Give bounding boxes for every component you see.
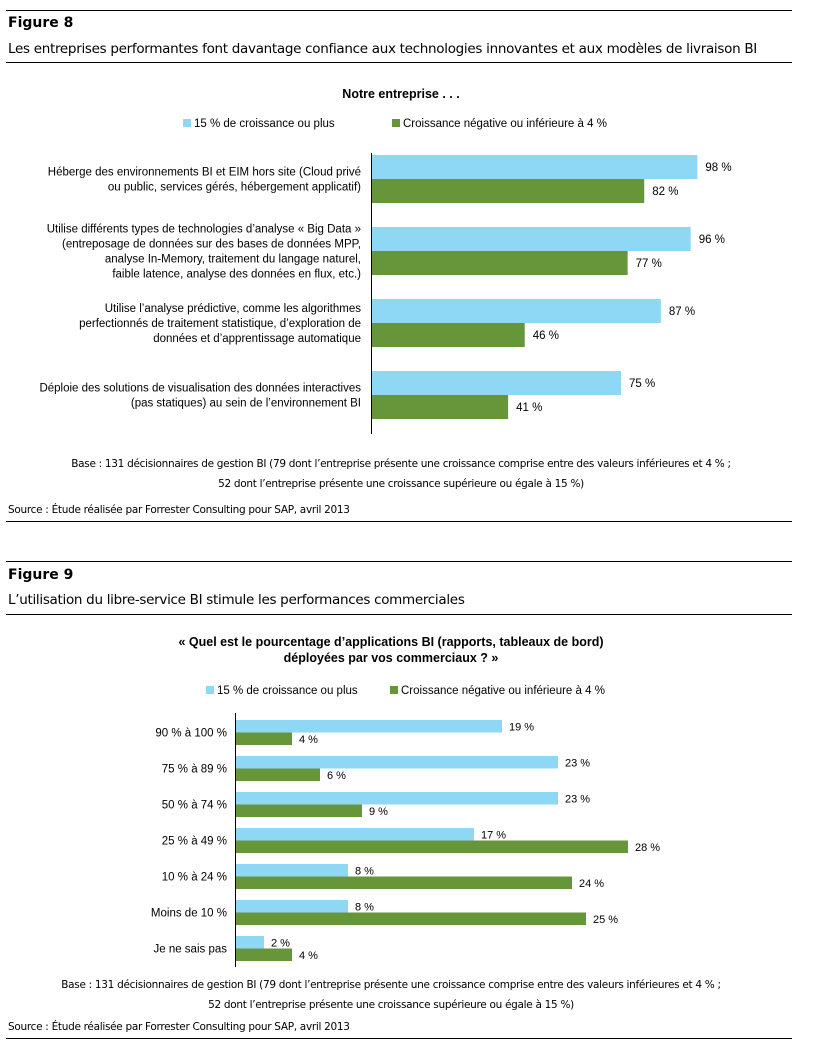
chart2-legend-swatch-1	[206, 686, 214, 694]
chart1-value-label-s2-1: 82 %	[652, 186, 678, 198]
chart2-value-label-s1-7: 2 %	[271, 937, 290, 949]
chart2-bar-s2-3	[236, 804, 362, 817]
figure8-source: Source : Étude réalisée par Forrester Co…	[8, 504, 350, 516]
chart2-bar-s2-5	[236, 876, 572, 889]
chart1-legend-swatch-1	[183, 119, 191, 127]
chart1-category-label-3-line-3: données et d’apprentissage automatique	[153, 333, 361, 345]
chart2-legend-item-1: 15 % de croissance ou plus	[206, 685, 358, 697]
figure9-base-line-1: Base : 131 décisionnaires de gestion BI …	[61, 979, 721, 991]
figure8-base-line-1: Base : 131 décisionnaires de gestion BI …	[71, 458, 731, 470]
chart1-bar-s2-4	[372, 395, 509, 419]
chart2-value-label-s2-1: 4 %	[299, 734, 318, 746]
chart1-bar-s1-1	[372, 155, 698, 179]
figure8-bottom-rule	[6, 521, 792, 522]
chart2-value-label-s1-4: 17 %	[481, 829, 506, 841]
chart2-bar-s1-3	[236, 792, 558, 805]
chart2-legend-item-2: Croissance négative ou inférieure à 4 %	[390, 685, 605, 697]
chart2-bar-s1-5	[236, 864, 348, 877]
figure8-label: Figure 8	[8, 15, 74, 31]
chart2-bar-s1-6	[236, 900, 348, 913]
figure9-label: Figure 9	[8, 567, 74, 583]
chart1-value-label-s2-3: 46 %	[533, 330, 559, 342]
chart1-value-label-s1-4: 75 %	[629, 378, 655, 390]
chart2-bar-s1-7	[236, 936, 264, 949]
figure8-title: Les entreprises performantes font davant…	[8, 41, 757, 57]
chart1-legend-item-2: Croissance négative ou inférieure à 4 %	[392, 118, 607, 130]
chart2-value-label-s1-6: 8 %	[355, 901, 374, 913]
figure9-base-line-2: 52 dont l’entreprise présente une croiss…	[208, 999, 574, 1011]
chart2-value-label-s2-6: 25 %	[593, 914, 618, 926]
chart2-value-label-s2-7: 4 %	[299, 950, 318, 962]
figure8-top-rule	[6, 10, 792, 11]
figure9-title: L’utilisation du libre-service BI stimul…	[8, 592, 465, 608]
chart2-legend-label-1: 15 % de croissance ou plus	[217, 685, 358, 697]
figure8-title-rule	[6, 62, 792, 63]
chart2-plot: 19 % 4 % 90 % à 100 % 23 % 6 % 75 % à 89 % 23 …	[151, 713, 660, 967]
chart2-title-line-1: « Quel est le pourcentage d’applications…	[178, 635, 604, 649]
chart1-category-label-3-line-2: perfectionnés de traitement statistique,…	[79, 318, 361, 330]
chart2-bar-s2-7	[236, 948, 292, 961]
chart1-legend-label-1: 15 % de croissance ou plus	[194, 118, 335, 130]
chart1-value-label-s1-3: 87 %	[669, 306, 695, 318]
chart2-title-line-2: déployées par vos commerciaux ? »	[283, 651, 499, 665]
chart2-category-label-5: 10 % à 24 %	[162, 872, 227, 884]
chart1-legend-label-2: Croissance négative ou inférieure à 4 %	[403, 118, 607, 130]
chart1-legend-item-1: 15 % de croissance ou plus	[183, 118, 335, 130]
chart2-value-label-s2-4: 28 %	[635, 842, 660, 854]
figure9-source: Source : Étude réalisée par Forrester Co…	[8, 1021, 350, 1033]
chart1-bar-s1-3	[372, 299, 661, 323]
chart2-bar-s1-1	[236, 720, 502, 733]
chart2-legend-swatch-2	[390, 686, 398, 694]
chart2-category-label-7: Je ne sais pas	[153, 944, 227, 956]
chart2-value-label-s2-5: 24 %	[579, 878, 604, 890]
chart1-title: Notre entreprise . . .	[342, 87, 460, 101]
chart2-value-label-s1-1: 19 %	[509, 721, 534, 733]
chart2-value-label-s2-2: 6 %	[327, 770, 346, 782]
chart2-value-label-s1-2: 23 %	[565, 757, 590, 769]
chart2-title: « Quel est le pourcentage d’applications…	[0, 634, 782, 666]
chart1-category-label-1-line-2: ou public, services gérés, hébergement a…	[108, 182, 361, 194]
chart1-category-label-1-line-1: Héberge des environnements BI et EIM hor…	[48, 167, 361, 179]
chart1-bar-s2-3	[372, 323, 525, 347]
chart1-legend-swatch-2	[392, 119, 400, 127]
chart1-category-label-4-line-2: (pas statiques) au sein de l’environneme…	[131, 398, 361, 410]
figure9-title-rule	[6, 614, 792, 615]
chart2-bar-s2-1	[236, 732, 292, 745]
chart2-bar-s1-2	[236, 756, 558, 769]
chart2-legend-label-2: Croissance négative ou inférieure à 4 %	[401, 685, 605, 697]
chart1-category-label-4-line-1: Déploie des solutions de visualisation d…	[39, 383, 361, 395]
chart2-category-label-4: 25 % à 49 %	[162, 836, 227, 848]
figure9-base-note: Base : 131 décisionnaires de gestion BI …	[0, 975, 782, 1015]
chart1-plot: 98 % 82 % Héberge des environnements BI et…	[39, 153, 732, 434]
chart1-category-label-3-line-1: Utilise l’analyse prédictive, comme les …	[105, 303, 362, 315]
figure9-bottom-rule	[6, 1038, 792, 1039]
chart2-value-label-s1-5: 8 %	[355, 865, 374, 877]
chart2-category-label-2: 75 % à 89 %	[162, 764, 227, 776]
chart1-category-label-2-line-2: (entreposage de données sur des bases de…	[62, 239, 361, 251]
chart2-category-label-1: 90 % à 100 %	[155, 728, 227, 740]
chart2-bar-s2-2	[236, 768, 320, 781]
chart1-value-label-s1-1: 98 %	[705, 162, 731, 174]
chart2-bar-s1-4	[236, 828, 474, 841]
figure9-top-rule	[6, 561, 792, 562]
chart1-bar-s1-4	[372, 371, 621, 395]
chart1-category-label-2-line-3: analyse In-Memory, traitement du langage…	[105, 254, 361, 266]
chart1-value-label-s1-2: 96 %	[699, 234, 725, 246]
chart2-value-label-s2-3: 9 %	[369, 806, 388, 818]
chart1-value-label-s2-2: 77 %	[636, 258, 662, 270]
chart2-category-label-6: Moins de 10 %	[151, 908, 227, 920]
chart1-value-label-s2-4: 41 %	[516, 402, 542, 414]
figure8-base-note: Base : 131 décisionnaires de gestion BI …	[0, 454, 802, 494]
chart1-bar-s2-2	[372, 251, 628, 275]
chart2-bar-s2-6	[236, 912, 586, 925]
chart2-category-label-3: 50 % à 74 %	[162, 800, 227, 812]
chart2-bar-s2-4	[236, 840, 628, 853]
figure8-base-line-2: 52 dont l’entreprise présente une croiss…	[218, 478, 584, 490]
chart1-bar-s1-2	[372, 227, 691, 251]
chart2-value-label-s1-3: 23 %	[565, 793, 590, 805]
chart1-category-label-2-line-4: faible latence, analyse des données en f…	[112, 269, 361, 281]
chart1-category-label-2-line-1: Utilise différents types de technologies…	[47, 224, 361, 236]
chart1-bar-s2-1	[372, 179, 645, 203]
